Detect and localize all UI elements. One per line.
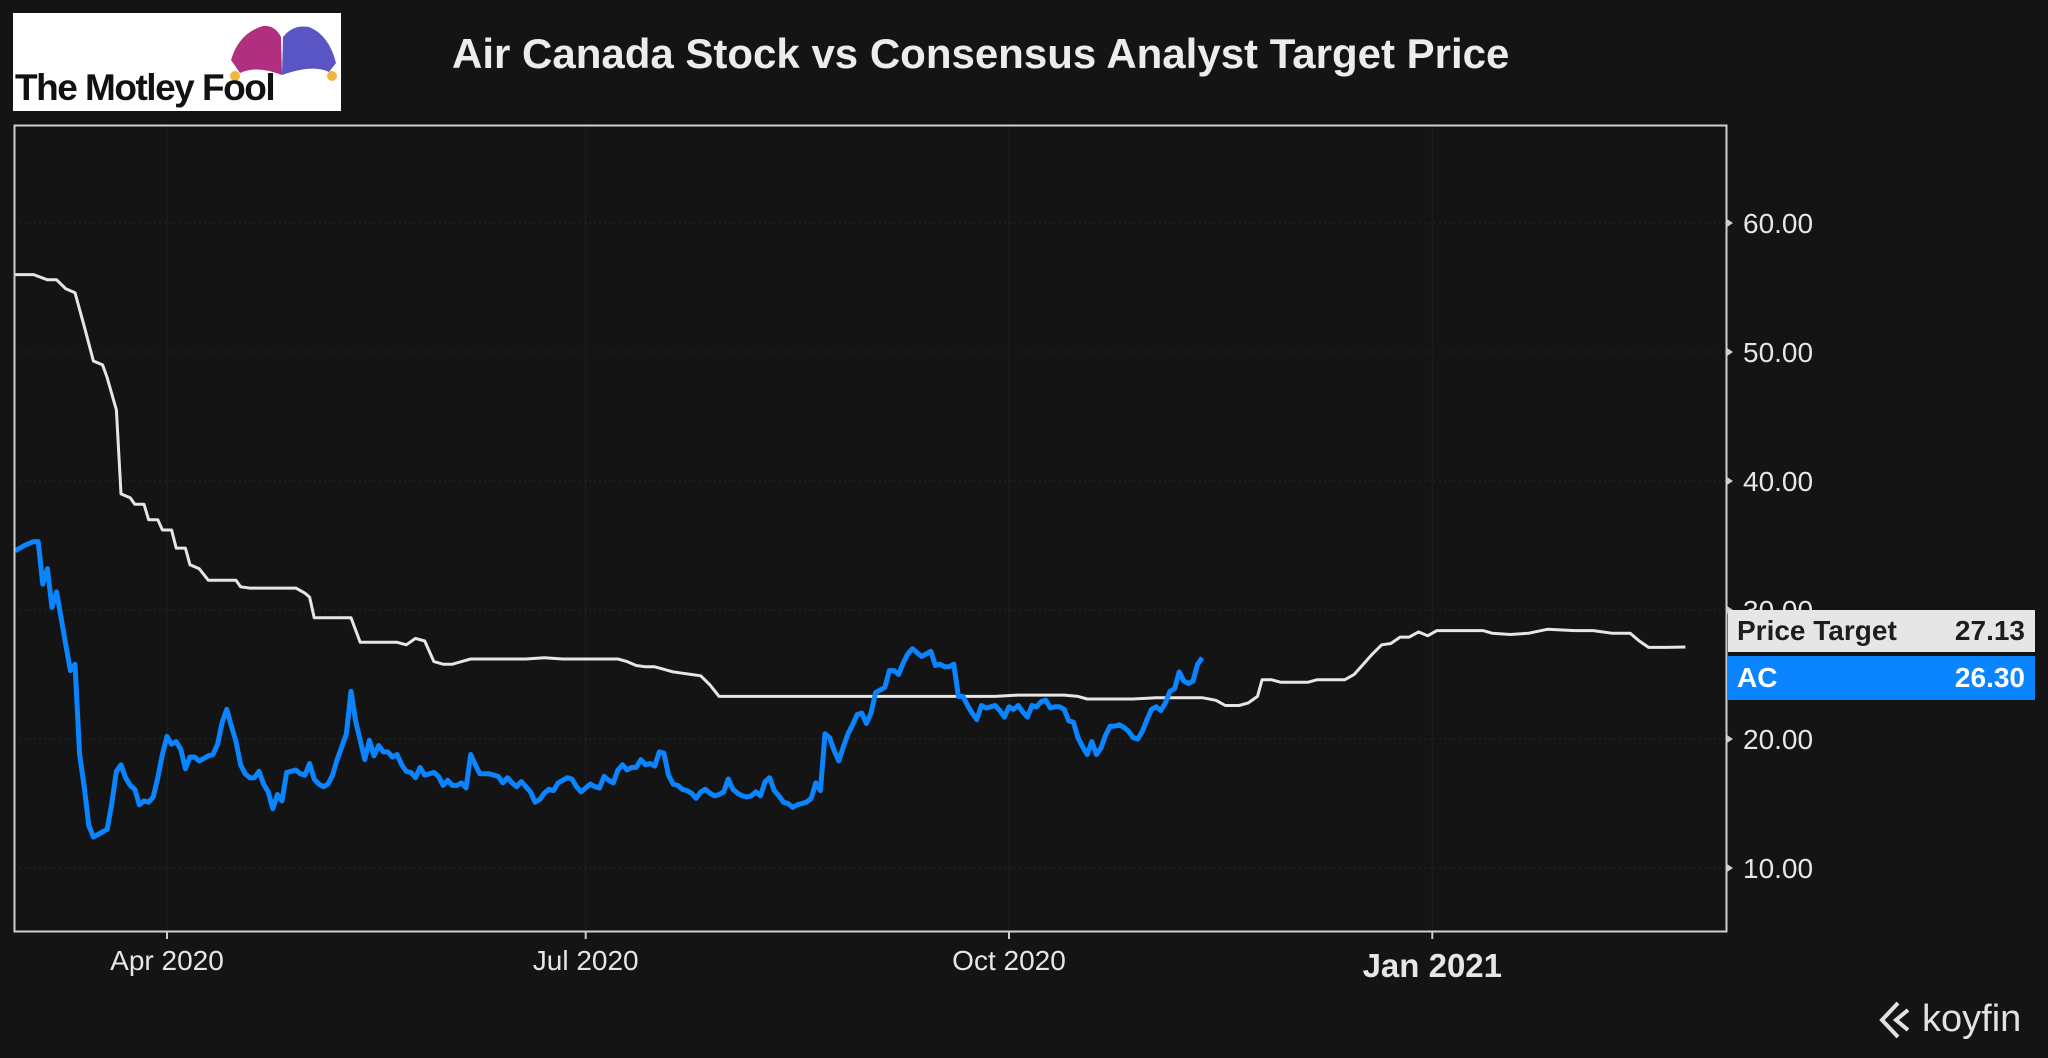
koyfin-logo-icon [1879, 1001, 1910, 1038]
y-tick-label: 20.00 [1743, 724, 1813, 755]
series-lines [13, 273, 1686, 840]
y-tick-mark [1727, 864, 1733, 872]
x-axis: Apr 2020 Jul 2020 Oct 2020 Jan 2021 [110, 931, 1502, 984]
x-tick-label: Jul 2020 [533, 945, 639, 976]
y-tick-mark [1727, 219, 1733, 227]
koyfin-watermark: koyfin [1878, 998, 2021, 1041]
logo-text: The Motley Fool [15, 67, 276, 108]
jester-cap-icon [230, 25, 337, 81]
ac-label: AC [1737, 662, 1778, 693]
x-tick-label: Jan 2021 [1363, 947, 1502, 984]
x-tick-label: Oct 2020 [952, 945, 1066, 976]
y-tick-mark [1727, 477, 1733, 485]
price-target-label: Price Target [1737, 615, 1897, 646]
y-tick-label: 60.00 [1743, 208, 1813, 239]
koyfin-text: koyfin [1922, 998, 2022, 1040]
plot-frame [13, 124, 1728, 933]
ac-badge: AC 26.30 [1728, 656, 2035, 700]
price-target-badge: Price Target 27.13 [1728, 610, 2035, 654]
price-target-value: 27.13 [1954, 615, 2025, 646]
ac-value: 26.30 [1954, 662, 2025, 693]
cap-left [231, 25, 282, 75]
grid-lines [14, 125, 1727, 931]
chart-title: Air Canada Stock vs Consensus Analyst Ta… [452, 30, 1510, 77]
cap-right [282, 26, 336, 75]
motley-fool-logo: The Motley Fool [13, 13, 341, 111]
x-tick-label: Apr 2020 [110, 945, 224, 976]
bell-left [230, 71, 240, 81]
y-tick-mark [1727, 735, 1733, 743]
price-target-line [15, 273, 1686, 707]
y-tick-label: 40.00 [1743, 466, 1813, 497]
ac-stock-line [13, 539, 1205, 840]
y-tick-label: 50.00 [1743, 337, 1813, 368]
y-tick-label: 10.00 [1743, 853, 1813, 884]
y-tick-mark [1727, 348, 1733, 356]
bell-right [327, 71, 337, 81]
